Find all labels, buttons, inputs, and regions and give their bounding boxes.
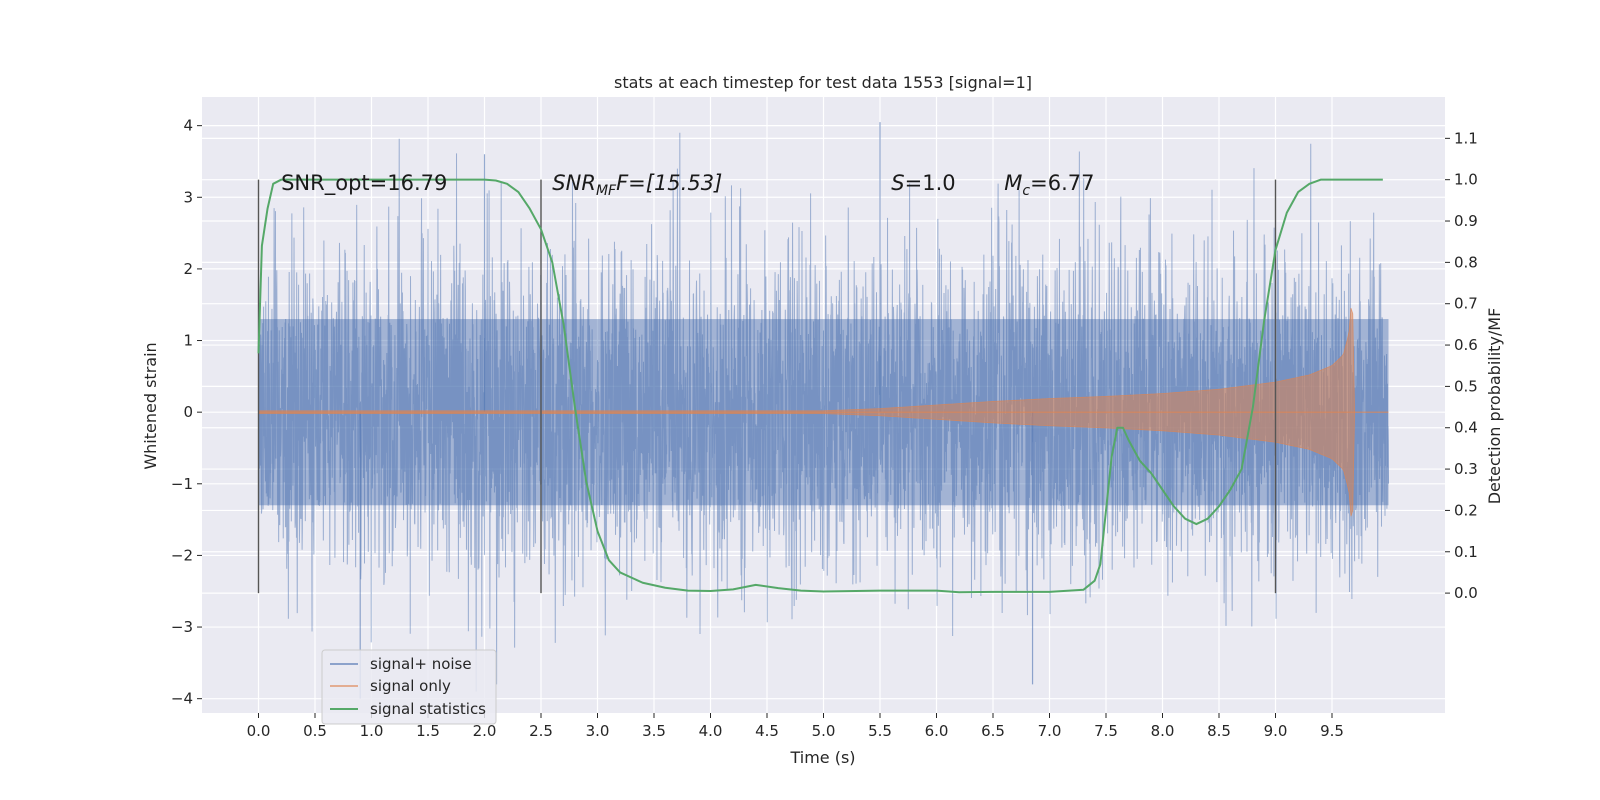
series-signal-statistics xyxy=(257,178,1383,594)
y2-tick-label-6: 0.5 xyxy=(1454,377,1478,395)
annotations: SNR_opt=16.79 SNRMFF=[15.53] S=1.0 Mc=6.77 xyxy=(281,171,1094,199)
x-axis: 0.0 0.5 1.0 1.5 2.0 2.5 3.0 3.5 4.0 4.5 5.0 5.5 6.0 6… xyxy=(247,713,1344,740)
signal-statistics-line xyxy=(257,178,1383,594)
x-tick-label-14: 7.0 xyxy=(1038,722,1062,740)
x-tick-label-11: 5.5 xyxy=(868,722,892,740)
y2-axis-label: Detection probability/MF xyxy=(1485,308,1504,505)
y-tick-label-5: −1 xyxy=(171,475,193,493)
y2-tick-label-10: 0.1 xyxy=(1454,543,1478,561)
x-tick-label-1: 0.5 xyxy=(303,722,327,740)
y2-tick-label-0: 1.1 xyxy=(1454,129,1478,147)
legend-label-noise: signal+ noise xyxy=(370,655,472,673)
y-axis: 4 3 2 1 0 −1 −2 −3 −4 xyxy=(171,117,202,708)
legend-box xyxy=(321,649,497,725)
x-tick-label-2: 1.0 xyxy=(360,722,384,740)
y-tick-label-6: −2 xyxy=(171,546,193,564)
x-tick-label-12: 6.0 xyxy=(925,722,949,740)
x-tick-label-9: 4.5 xyxy=(755,722,779,740)
y-tick-label-1: 3 xyxy=(183,188,193,206)
x-tick-label-6: 3.0 xyxy=(586,722,610,740)
y-tick-label-3: 1 xyxy=(183,332,193,350)
y-tick-label-0: 4 xyxy=(183,117,193,135)
x-tick-label-5: 2.5 xyxy=(529,722,553,740)
x-tick-label-17: 8.5 xyxy=(1207,722,1231,740)
x-tick-label-7: 3.5 xyxy=(642,722,666,740)
y-tick-label-8: −4 xyxy=(171,690,193,708)
x-tick-label-19: 9.5 xyxy=(1320,722,1344,740)
x-tick-label-10: 5.0 xyxy=(812,722,836,740)
y-tick-label-2: 2 xyxy=(183,260,193,278)
legend-label-signal: signal only xyxy=(370,677,451,695)
x-tick-label-15: 7.5 xyxy=(1094,722,1118,740)
y2-tick-label-5: 0.6 xyxy=(1454,336,1478,354)
annotation-snr_opt: SNR_opt=16.79 xyxy=(281,171,447,196)
y2-tick-label-3: 0.8 xyxy=(1454,253,1478,271)
annotation-snr_mf: SNRMFF=[15.53] xyxy=(552,171,722,199)
y-tick-label-4: 0 xyxy=(183,403,193,421)
x-tick-label-0: 0.0 xyxy=(247,722,271,740)
x-tick-label-13: 6.5 xyxy=(981,722,1005,740)
x-tick-label-18: 9.0 xyxy=(1264,722,1288,740)
y2-axis: 1.1 1.0 0.9 0.8 0.7 0.6 0.5 0.4 0.3 0.2 0.1 0.0 xyxy=(1445,129,1478,602)
plot-area xyxy=(257,122,1389,699)
x-axis-label: Time (s) xyxy=(789,748,855,767)
y2-tick-label-4: 0.7 xyxy=(1454,295,1478,313)
y2-tick-label-8: 0.3 xyxy=(1454,460,1478,478)
y2-tick-label-9: 0.2 xyxy=(1454,501,1478,519)
x-tick-label-16: 8.0 xyxy=(1151,722,1175,740)
annotation-s: S=1.0 xyxy=(891,171,955,195)
x-tick-label-3: 1.5 xyxy=(416,722,440,740)
y2-tick-label-11: 0.0 xyxy=(1454,584,1478,602)
series-signal-only xyxy=(258,307,1389,517)
legend: signal+ noise signal only signal statist… xyxy=(321,649,497,725)
y-axis-label: Whitened strain xyxy=(141,342,160,469)
x-tick-label-4: 2.0 xyxy=(473,722,497,740)
chart-title: stats at each timestep for test data 155… xyxy=(614,73,1032,92)
y2-tick-label-1: 1.0 xyxy=(1454,171,1478,189)
y-tick-label-7: −3 xyxy=(171,618,193,636)
y2-tick-label-7: 0.4 xyxy=(1454,419,1478,437)
legend-label-stats: signal statistics xyxy=(370,700,486,718)
y2-tick-label-2: 0.9 xyxy=(1454,212,1478,230)
x-tick-label-8: 4.0 xyxy=(699,722,723,740)
annotation-mc: Mc=6.77 xyxy=(1004,171,1094,199)
